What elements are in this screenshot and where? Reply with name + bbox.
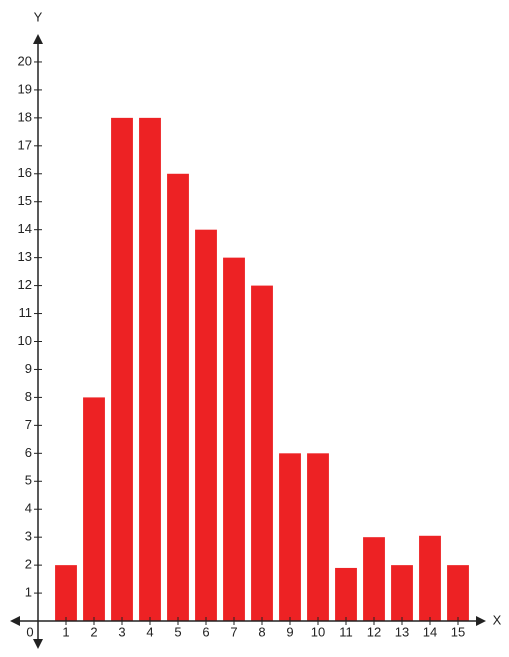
bar xyxy=(419,535,441,622)
bar xyxy=(307,453,329,622)
x-tick-label: 5 xyxy=(174,624,181,639)
y-tick-label: 17 xyxy=(18,137,32,152)
y-axis-label: Y xyxy=(34,9,43,24)
x-tick-label: 12 xyxy=(367,624,381,639)
bar xyxy=(279,453,301,622)
x-tick-label: 8 xyxy=(258,624,265,639)
arrow xyxy=(10,616,20,627)
x-axis-label: X xyxy=(493,612,502,627)
x-tick-label: 10 xyxy=(311,624,325,639)
x-tick-label: 3 xyxy=(118,624,125,639)
bar xyxy=(111,117,133,622)
x-tick-label: 0 xyxy=(26,624,33,639)
x-tick-label: 1 xyxy=(62,624,69,639)
y-tick-label: 11 xyxy=(19,305,33,320)
x-tick-label: 2 xyxy=(90,624,97,639)
x-tick-label: 13 xyxy=(395,624,409,639)
x-tick-label: 15 xyxy=(451,624,465,639)
y-tick-label: 16 xyxy=(18,165,32,180)
y-tick-label: 9 xyxy=(25,361,32,376)
y-tick-label: 19 xyxy=(18,81,32,96)
bar xyxy=(251,285,273,622)
x-tick-label: 7 xyxy=(230,624,237,639)
y-tick-label: 20 xyxy=(18,53,32,68)
bar xyxy=(363,537,385,622)
x-tick-label: 6 xyxy=(202,624,209,639)
y-tick-label: 14 xyxy=(18,221,32,236)
bar xyxy=(83,397,105,622)
bar xyxy=(139,117,161,622)
y-tick-label: 18 xyxy=(18,109,32,124)
bar xyxy=(335,567,357,622)
y-tick-label: 2 xyxy=(25,557,32,572)
y-tick-label: 10 xyxy=(18,333,32,348)
y-tick-label: 6 xyxy=(25,445,32,460)
bar xyxy=(391,565,413,622)
y-tick-label: 8 xyxy=(25,389,32,404)
bar xyxy=(55,565,77,622)
arrow xyxy=(476,616,486,627)
arrow xyxy=(33,34,43,44)
y-tick-label: 1 xyxy=(25,585,32,600)
bar xyxy=(167,173,189,622)
x-tick-label: 4 xyxy=(146,624,153,639)
y-tick-label: 5 xyxy=(25,473,32,488)
y-tick-label: 4 xyxy=(25,501,32,516)
bar xyxy=(195,229,217,622)
arrow xyxy=(33,639,43,649)
y-tick-label: 12 xyxy=(18,277,32,292)
x-tick-label: 11 xyxy=(339,624,353,639)
y-tick-label: 7 xyxy=(25,417,32,432)
x-tick-label: 14 xyxy=(423,624,437,639)
y-tick-label: 3 xyxy=(25,529,32,544)
y-tick-label: 13 xyxy=(18,249,32,264)
bar xyxy=(447,565,469,622)
bar xyxy=(223,257,245,622)
x-tick-label: 9 xyxy=(286,624,293,639)
y-tick-label: 15 xyxy=(18,193,32,208)
